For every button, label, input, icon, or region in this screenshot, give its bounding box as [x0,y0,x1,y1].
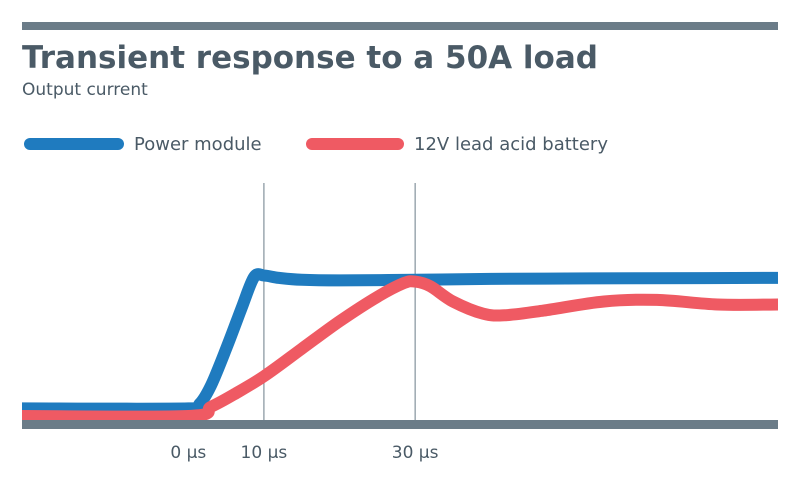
legend-label-battery: 12V lead acid battery [414,134,608,155]
x-tick-labels: 0 µs 10 µs 30 µs [170,443,438,463]
chart-subtitle: Output current [22,80,148,100]
grid-lines [263,183,416,422]
x-axis-bar [22,420,778,429]
series-layer [21,268,779,423]
series-line-power-module [21,268,779,415]
x-tick-label-2: 30 µs [392,443,439,463]
legend-label-power-module: Power module [134,134,262,155]
legend: Power module 12V lead acid battery [24,134,608,155]
series-line-12v-lead-acid-battery [21,275,779,423]
x-tick-label-1: 10 µs [241,443,288,463]
top-rule [22,22,778,30]
chart-title: Transient response to a 50A load [22,40,598,76]
x-tick-label-0: 0 µs [170,443,206,463]
